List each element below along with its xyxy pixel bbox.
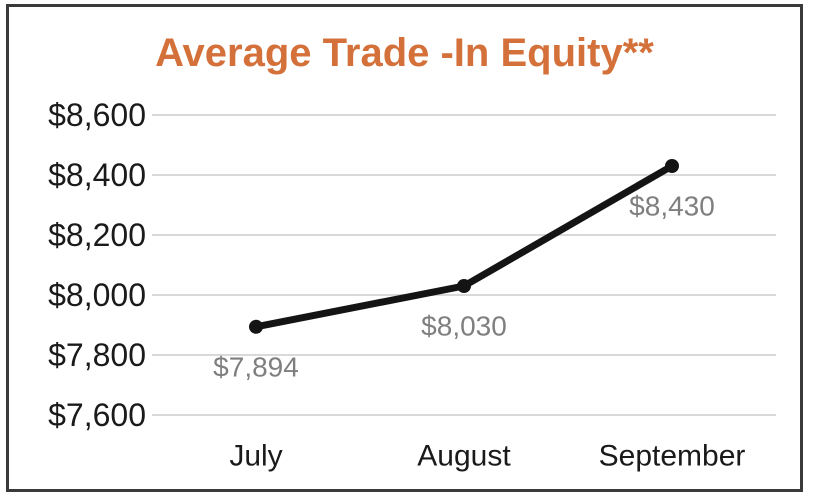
x-axis-label: August	[417, 440, 511, 473]
data-point-marker	[457, 279, 471, 293]
trend-line	[252, 162, 676, 331]
y-axis-tick-label: $8,200	[48, 217, 146, 253]
data-point-label: $8,030	[421, 311, 507, 342]
x-axis-label: July	[229, 440, 282, 473]
y-axis-tick-label: $7,800	[48, 337, 146, 373]
data-point-label: $8,430	[629, 191, 715, 222]
data-point-label: $7,894	[213, 351, 299, 382]
y-axis-tick-label: $7,600	[48, 397, 146, 433]
x-axis-label: September	[599, 440, 746, 473]
y-axis-tick-label: $8,400	[48, 157, 146, 193]
y-axis-tick-label: $8,600	[48, 97, 146, 133]
data-point-marker	[665, 159, 679, 173]
chart-frame: Average Trade -In Equity**	[6, 4, 803, 492]
data-point-marker	[249, 319, 263, 334]
chart-title: Average Trade -In Equity**	[155, 31, 654, 75]
y-axis-tick-label: $8,000	[48, 277, 146, 313]
